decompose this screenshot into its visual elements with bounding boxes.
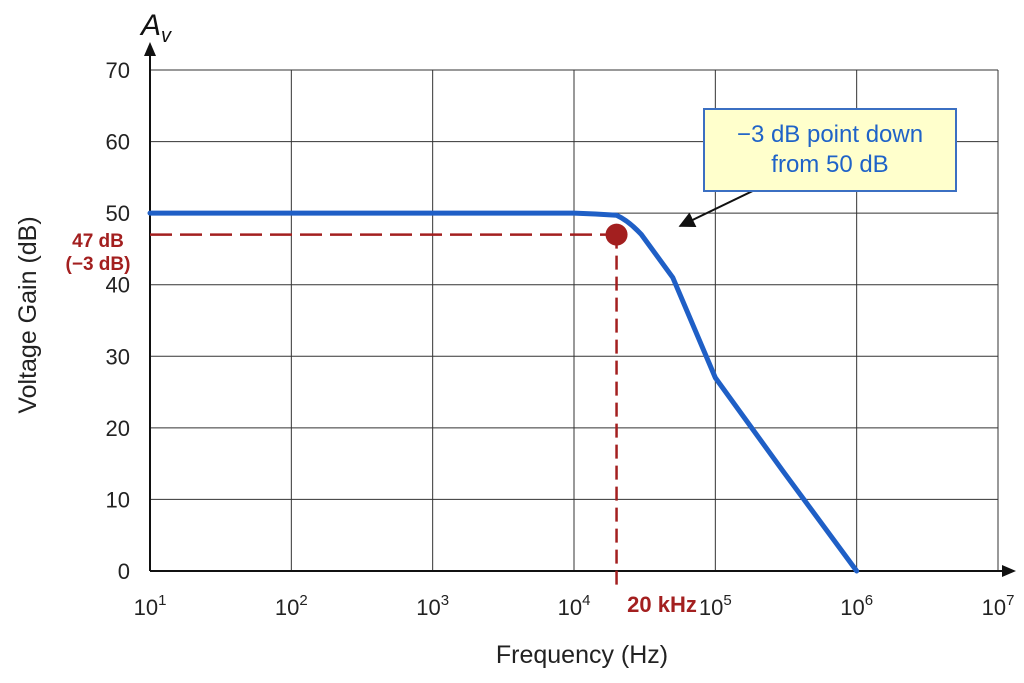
marker-x-label: 20 kHz bbox=[627, 592, 697, 617]
y-axis-title: Voltage Gain (dB) bbox=[14, 216, 42, 413]
y-tick-label: 60 bbox=[106, 130, 130, 155]
marker-y-label-line1: 47 dB bbox=[72, 231, 124, 252]
y-tick-label: 0 bbox=[118, 559, 130, 584]
axes bbox=[144, 42, 1016, 577]
y-tick-label: 50 bbox=[106, 201, 130, 226]
x-tick-label: 104 bbox=[558, 592, 591, 620]
x-axis-arrowhead bbox=[1002, 565, 1016, 577]
y-tick-label: 20 bbox=[106, 416, 130, 441]
y-tick-label: 10 bbox=[106, 487, 130, 512]
callout-line-1: −3 dB point down bbox=[736, 121, 924, 148]
x-tick-label: 106 bbox=[840, 592, 873, 620]
y-tick-label: 30 bbox=[106, 344, 130, 369]
y-axis-symbol: Av bbox=[139, 9, 172, 47]
x-tick-label: 105 bbox=[699, 592, 732, 620]
x-tick-label: 107 bbox=[982, 592, 1015, 620]
series-layer bbox=[147, 210, 860, 574]
x-tick-label: 101 bbox=[134, 592, 167, 620]
y-axis-arrowhead bbox=[144, 42, 156, 56]
reference-lines bbox=[150, 233, 618, 587]
callout-line-2: from 50 dB bbox=[771, 151, 889, 178]
tick-labels: 101 102 103 104 105 106 107 0 10 20 30 40 50 60 70 bbox=[106, 58, 1015, 620]
gain-curve bbox=[147, 210, 860, 574]
y-tick-label: 70 bbox=[106, 58, 130, 83]
marker-y-label-line2: (−3 dB) bbox=[66, 254, 131, 275]
x-tick-label: 103 bbox=[416, 592, 449, 620]
x-axis-title: Frequency (Hz) bbox=[496, 641, 668, 669]
x-tick-label: 102 bbox=[275, 592, 308, 620]
callout-box: −3 dB point down from 50 dB bbox=[703, 108, 957, 192]
cutoff-point-marker bbox=[605, 223, 628, 246]
y-tick-label: 40 bbox=[106, 273, 130, 298]
